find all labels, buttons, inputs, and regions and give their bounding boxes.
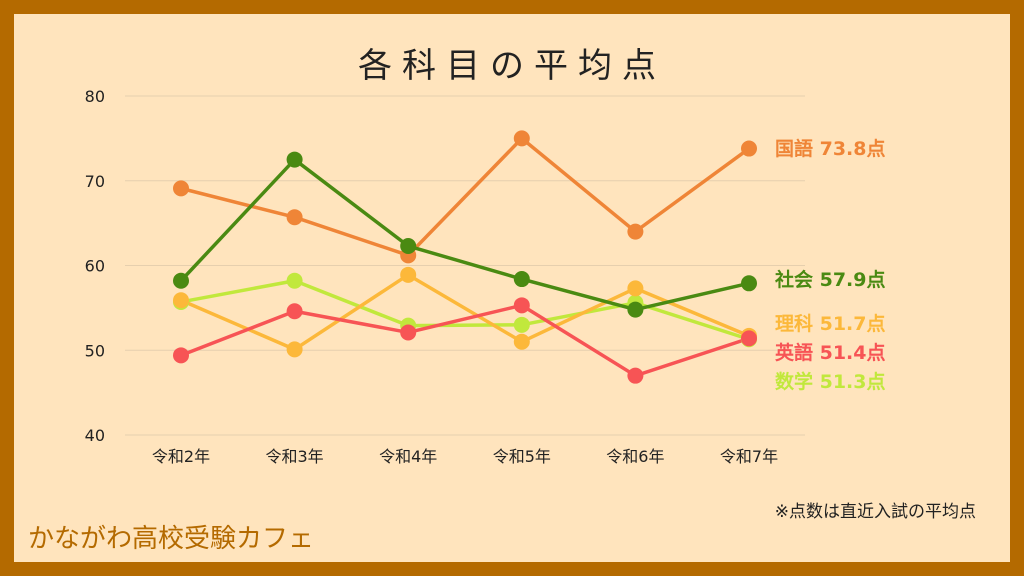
data-point: [400, 324, 417, 341]
x-tick-label: 令和2年: [152, 447, 210, 466]
x-tick-label: 令和6年: [606, 447, 664, 466]
data-point: [173, 292, 189, 309]
x-axis: 令和2年 令和3年 令和4年 令和5年 令和6年 令和7年: [152, 447, 778, 466]
data-point: [286, 209, 303, 226]
y-tick-label: 80: [85, 87, 105, 106]
series-line-3: [180, 303, 750, 378]
chart-title: 各科目の平均点: [358, 46, 666, 86]
series-line-1: [179, 157, 750, 312]
data-point: [513, 271, 530, 288]
data-point: [627, 367, 644, 384]
series-points: [173, 130, 757, 384]
data-point: [741, 330, 757, 347]
data-point: [513, 333, 530, 350]
data-point: [173, 272, 189, 289]
x-tick-label: 令和5年: [493, 447, 551, 466]
grid-lines: [125, 95, 805, 436]
y-axis: 40 50 60 70 80: [85, 87, 105, 445]
series-line-4: [180, 279, 750, 341]
data-point: [627, 301, 644, 318]
data-point: [286, 341, 303, 358]
brand-logo-text: かながわ高校受験カフェ: [28, 524, 315, 554]
end-label-4: 数学 51.3点: [775, 371, 886, 393]
data-point: [513, 130, 530, 147]
end-label-1: 社会 57.9点: [775, 269, 886, 291]
x-tick-label: 令和4年: [379, 447, 437, 466]
data-point: [741, 275, 757, 292]
end-label-0: 国語 73.8点: [775, 138, 886, 160]
data-point: [513, 297, 530, 314]
y-tick-label: 50: [85, 341, 105, 360]
x-tick-label: 令和3年: [266, 447, 324, 466]
data-point: [286, 272, 303, 289]
series-line-0: [180, 136, 751, 258]
data-point: [400, 266, 417, 283]
data-point: [286, 303, 303, 320]
series-line-2: [180, 273, 750, 352]
end-label-2: 理科 51.7点: [775, 313, 886, 335]
data-point: [173, 347, 189, 364]
data-point: [741, 140, 757, 157]
x-tick-label: 令和7年: [720, 447, 778, 466]
data-point: [286, 151, 303, 168]
end-label-3: 英語 51.4点: [775, 342, 886, 364]
data-point: [627, 223, 644, 240]
y-tick-label: 40: [85, 426, 105, 445]
data-point: [400, 238, 417, 255]
data-point: [513, 316, 530, 333]
y-tick-label: 60: [85, 257, 105, 276]
data-point: [627, 280, 644, 297]
footnote: ※点数は直近入試の平均点: [774, 502, 976, 522]
series-lines: [179, 136, 751, 378]
data-point: [173, 180, 189, 197]
y-tick-label: 70: [85, 172, 105, 191]
